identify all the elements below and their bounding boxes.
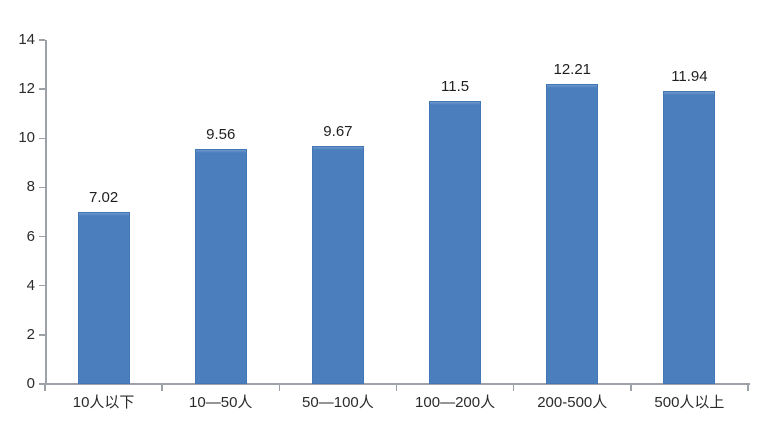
y-tick-label: 2 [26,325,35,343]
y-tick-label: 4 [26,276,35,294]
y-tick-label: 14 [18,31,35,48]
x-category-label: 10人以下 [72,394,135,411]
x-tick-mark [630,385,632,391]
x-tick-mark [395,385,398,391]
y-tick-mark [39,88,45,90]
y-axis-line [45,40,47,384]
y-tick-label: 8 [26,178,35,196]
y-tick-mark [39,235,45,238]
x-category-label: 500人以上 [654,394,725,411]
bar [311,146,364,384]
y-tick-mark [39,39,45,41]
x-axis-line [45,383,750,385]
x-category-label: 200-500人 [537,394,608,411]
bar [429,101,482,384]
x-tick-mark [44,385,46,391]
x-category-label: 100—200人 [415,394,496,411]
y-tick-label: 6 [26,227,35,245]
x-category-label: 10—50人 [189,394,253,411]
x-category-label: 50—100人 [302,394,374,411]
bar [663,90,716,384]
y-tick-mark [39,284,45,287]
bar-value-label: 12.21 [553,60,592,78]
y-tick-label: 10 [18,129,35,147]
bar-value-label: 9.56 [206,126,236,144]
y-tick-mark [39,383,45,385]
x-tick-mark [512,385,515,391]
bar [77,211,130,384]
bar [546,83,599,384]
y-tick-mark [39,334,45,336]
x-tick-mark [161,385,163,391]
y-tick-label: 0 [26,375,35,392]
y-tick-label: 12 [18,80,35,98]
x-tick-mark [278,385,281,391]
bar-value-label: 11.94 [671,67,708,85]
bar-value-label: 11.5 [441,78,470,96]
bar-value-label: 7.02 [88,188,119,206]
y-tick-mark [39,186,45,189]
y-tick-mark [39,137,45,140]
x-tick-mark [747,385,749,391]
bar [194,149,247,384]
bar-value-label: 9.67 [323,123,353,141]
